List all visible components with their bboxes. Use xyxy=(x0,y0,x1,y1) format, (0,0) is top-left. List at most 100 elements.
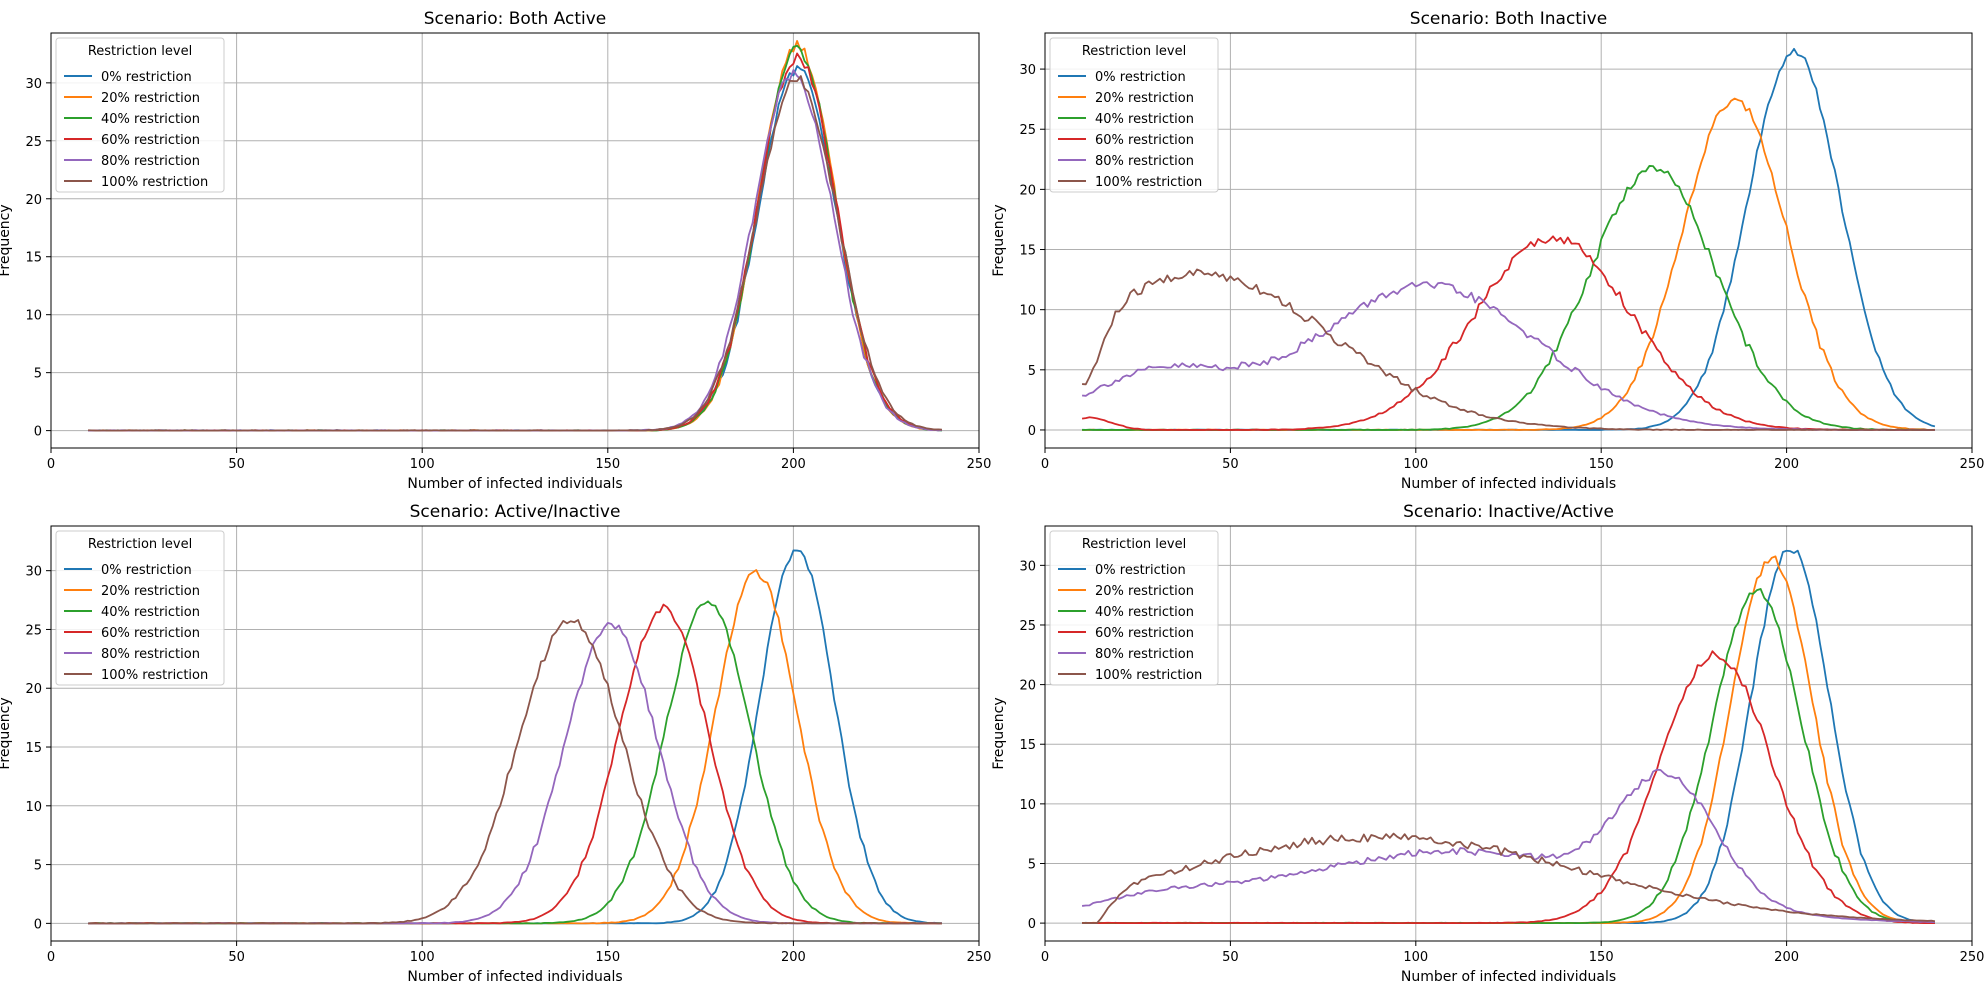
y-tick-label: 20 xyxy=(1019,679,1036,694)
x-tick-label: 250 xyxy=(967,950,992,965)
chart-panel-2: 0 50 100 150 200 250 0 5 10 15 20 25 30 Scenario: Bot… xyxy=(991,9,1984,492)
y-tick-label: 20 xyxy=(25,682,42,697)
y-axis-label: Frequency xyxy=(991,204,1007,276)
legend-label: 20% restriction xyxy=(1095,584,1194,599)
y-tick-label: 25 xyxy=(1019,619,1036,634)
chart-panel-1: 0 50 100 150 200 250 0 5 10 15 20 25 30 Scenario: Bot… xyxy=(0,9,991,492)
y-tick-label: 20 xyxy=(25,193,42,208)
legend: Restriction level 0% restriction 20% restr… xyxy=(1049,530,1219,686)
y-tick-label: 10 xyxy=(25,800,42,815)
legend-label: 100% restriction xyxy=(1095,175,1202,190)
x-tick-label: 150 xyxy=(1589,950,1614,965)
x-tick-label: 50 xyxy=(228,457,245,472)
y-tick-label: 10 xyxy=(25,309,42,324)
legend-box xyxy=(55,37,225,193)
x-tick-label: 50 xyxy=(1222,457,1239,472)
y-tick-label: 30 xyxy=(1019,559,1036,574)
legend-label: 100% restriction xyxy=(1095,668,1202,683)
plot-frame xyxy=(50,525,980,942)
legend-label: 100% restriction xyxy=(101,175,208,190)
y-tick-label: 30 xyxy=(1019,63,1036,78)
x-tick-label: 100 xyxy=(410,457,435,472)
legend-label: 20% restriction xyxy=(101,91,200,106)
legend-title: Restriction level xyxy=(88,537,192,552)
x-tick-label: 0 xyxy=(47,950,55,965)
series-line-40-restriction xyxy=(1082,165,1935,431)
legend-label: 20% restriction xyxy=(1095,91,1194,106)
series-line-100-restriction xyxy=(88,75,942,432)
legend-title: Restriction level xyxy=(1082,44,1186,59)
plot-frame xyxy=(1044,32,1973,449)
y-tick-label: 0 xyxy=(1028,424,1036,439)
y-tick-label: 25 xyxy=(25,135,42,150)
legend-label: 80% restriction xyxy=(101,154,200,169)
legend-label: 0% restriction xyxy=(1095,70,1186,85)
y-axis-label: Frequency xyxy=(991,697,1007,769)
y-axis-label: Frequency xyxy=(0,697,13,769)
x-tick-label: 50 xyxy=(1222,950,1239,965)
legend-label: 0% restriction xyxy=(101,70,192,85)
plot-frame xyxy=(50,32,980,449)
x-tick-label: 250 xyxy=(1960,457,1985,472)
chart-title: Scenario: Both Active xyxy=(424,9,607,29)
x-tick-label: 250 xyxy=(967,457,992,472)
y-tick-label: 10 xyxy=(1019,798,1036,813)
x-axis-label: Number of infected individuals xyxy=(1401,476,1616,492)
y-tick-label: 0 xyxy=(1028,917,1036,932)
x-tick-label: 0 xyxy=(1041,457,1049,472)
x-tick-label: 200 xyxy=(1774,457,1799,472)
plot-frame xyxy=(1044,525,1973,942)
x-axis-label: Number of infected individuals xyxy=(407,476,622,492)
legend-label: 60% restriction xyxy=(101,133,200,148)
y-tick-label: 5 xyxy=(34,859,42,874)
legend-box xyxy=(55,530,225,686)
y-tick-label: 0 xyxy=(34,917,42,932)
y-tick-label: 20 xyxy=(1019,183,1036,198)
legend-box xyxy=(1049,530,1219,686)
chart-panel-4: 0 50 100 150 200 250 0 5 10 15 20 25 30 Scenario: Ina… xyxy=(991,502,1984,985)
legend-label: 60% restriction xyxy=(1095,626,1194,641)
x-tick-label: 200 xyxy=(1774,950,1799,965)
x-tick-label: 200 xyxy=(781,457,806,472)
x-tick-label: 0 xyxy=(47,457,55,472)
legend-label: 80% restriction xyxy=(1095,154,1194,169)
series-line-60-restriction xyxy=(1082,650,1935,925)
chart-title: Scenario: Inactive/Active xyxy=(1403,502,1614,522)
legend-label: 0% restriction xyxy=(1095,563,1186,578)
legend-title: Restriction level xyxy=(88,44,192,59)
chart-title: Scenario: Active/Inactive xyxy=(410,502,621,522)
legend-label: 40% restriction xyxy=(1095,112,1194,127)
x-tick-label: 50 xyxy=(228,950,245,965)
series-line-100-restriction xyxy=(88,619,942,925)
series-line-80-restriction xyxy=(1081,281,1935,431)
y-tick-label: 15 xyxy=(25,741,42,756)
legend: Restriction level 0% restriction 20% restr… xyxy=(1049,37,1219,193)
legend-label: 20% restriction xyxy=(101,584,200,599)
legend-label: 0% restriction xyxy=(101,563,192,578)
x-tick-label: 100 xyxy=(1403,950,1428,965)
legend-title: Restriction level xyxy=(1082,537,1186,552)
x-tick-label: 150 xyxy=(595,950,620,965)
x-tick-label: 0 xyxy=(1041,950,1049,965)
x-axis-label: Number of infected individuals xyxy=(1401,969,1616,985)
y-tick-label: 30 xyxy=(25,565,42,580)
y-tick-label: 5 xyxy=(34,367,42,382)
legend-box xyxy=(1049,37,1219,193)
legend: Restriction level 0% restriction 20% restr… xyxy=(55,530,225,686)
y-tick-label: 15 xyxy=(1019,738,1036,753)
legend-label: 80% restriction xyxy=(1095,647,1194,662)
y-tick-label: 25 xyxy=(1019,123,1036,138)
y-tick-label: 0 xyxy=(34,425,42,440)
x-tick-label: 100 xyxy=(1403,457,1428,472)
x-tick-label: 200 xyxy=(781,950,806,965)
y-tick-label: 25 xyxy=(25,623,42,638)
series-line-80-restriction xyxy=(1081,768,1935,924)
y-tick-label: 5 xyxy=(1028,857,1036,872)
legend: Restriction level 0% restriction 20% restr… xyxy=(55,37,225,193)
y-axis-label: Frequency xyxy=(0,204,13,276)
y-tick-label: 15 xyxy=(25,251,42,266)
legend-label: 40% restriction xyxy=(1095,605,1194,620)
y-tick-label: 15 xyxy=(1019,244,1036,259)
legend-label: 80% restriction xyxy=(101,647,200,662)
